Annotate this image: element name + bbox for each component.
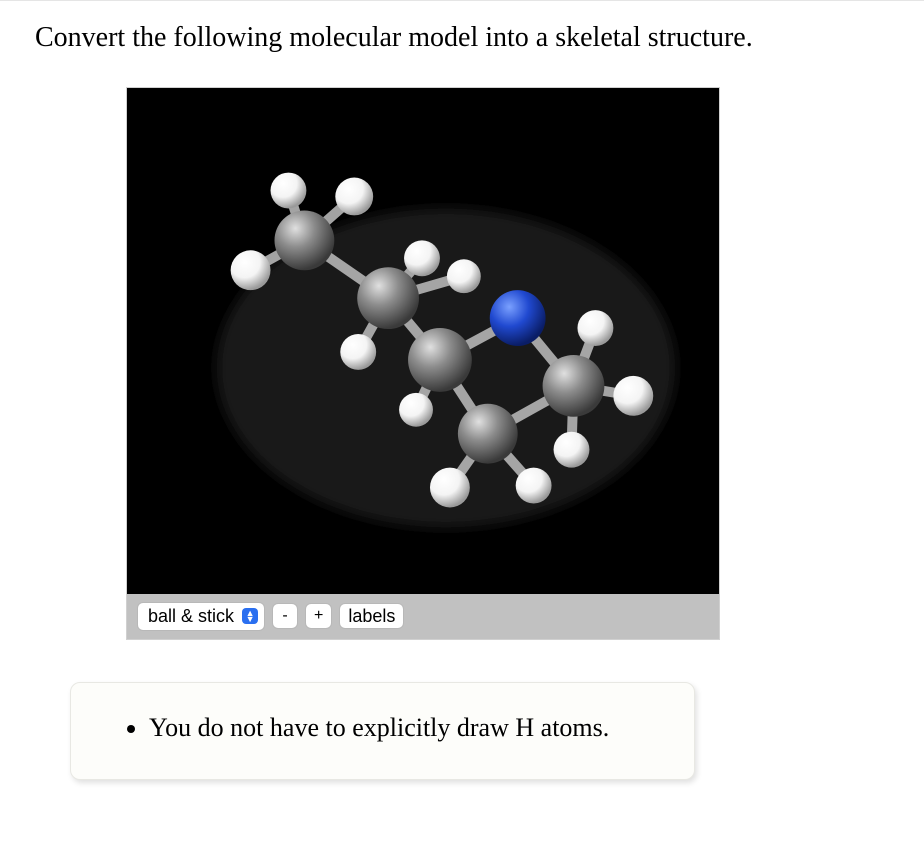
render-mode-label: ball & stick bbox=[148, 606, 234, 627]
atom-h bbox=[399, 393, 433, 427]
question-prompt: Convert the following molecular model in… bbox=[35, 19, 889, 57]
labels-toggle-button[interactable]: labels bbox=[339, 603, 404, 629]
molecule-viewer: ball & stick ▲▼ - + labels bbox=[126, 87, 720, 640]
hint-box: You do not have to explicitly draw H ato… bbox=[70, 682, 695, 780]
atom-h bbox=[554, 431, 590, 467]
atom-c bbox=[458, 404, 518, 464]
atom-h bbox=[447, 259, 481, 293]
atom-h bbox=[613, 376, 653, 416]
atom-c bbox=[543, 355, 605, 417]
viewer-toolbar: ball & stick ▲▼ - + labels bbox=[127, 594, 719, 639]
zoom-in-button[interactable]: + bbox=[305, 603, 332, 629]
atom-c bbox=[408, 328, 472, 392]
atom-h bbox=[516, 467, 552, 503]
chevron-updown-icon: ▲▼ bbox=[242, 608, 258, 624]
atom-h bbox=[335, 177, 373, 215]
render-mode-select[interactable]: ball & stick ▲▼ bbox=[137, 602, 265, 631]
atom-h bbox=[231, 250, 271, 290]
hint-item: You do not have to explicitly draw H ato… bbox=[149, 713, 666, 743]
atom-h bbox=[404, 240, 440, 276]
atom-h bbox=[271, 172, 307, 208]
atom-c bbox=[275, 210, 335, 270]
molecule-canvas[interactable] bbox=[127, 88, 719, 594]
atom-h bbox=[340, 334, 376, 370]
atom-h bbox=[577, 310, 613, 346]
hint-list: You do not have to explicitly draw H ato… bbox=[121, 713, 666, 743]
zoom-out-button[interactable]: - bbox=[272, 603, 298, 629]
atom-h bbox=[430, 467, 470, 507]
atom-c bbox=[357, 267, 419, 329]
atom-n bbox=[490, 290, 546, 346]
